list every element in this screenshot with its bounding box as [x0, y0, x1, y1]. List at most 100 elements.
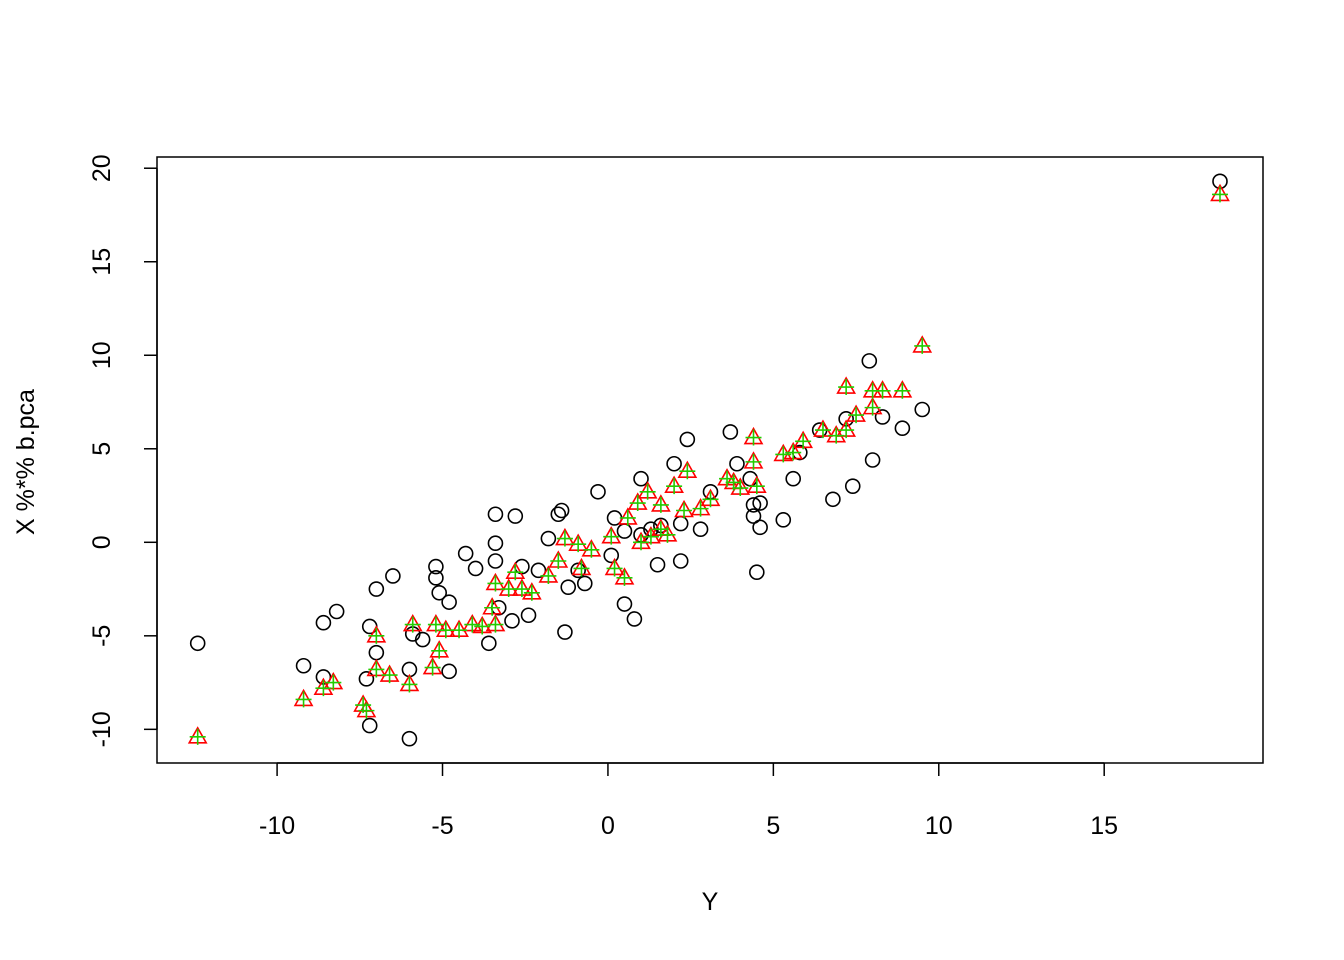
- point: [702, 491, 719, 508]
- point: [328, 603, 345, 620]
- point: [719, 470, 736, 487]
- point: [795, 433, 812, 450]
- point: [745, 497, 762, 513]
- point: [745, 508, 762, 524]
- plot-frame: [156, 156, 1264, 764]
- point: [752, 495, 768, 511]
- point: [722, 424, 739, 440]
- point: [295, 657, 312, 674]
- point: [692, 521, 709, 538]
- point: [679, 431, 696, 448]
- point: [652, 496, 669, 513]
- point: [550, 553, 567, 569]
- point: [487, 506, 504, 523]
- point: [583, 541, 600, 558]
- y-tick-label: -5: [88, 625, 116, 647]
- point: [603, 547, 620, 564]
- point: [576, 575, 593, 592]
- point: [749, 564, 765, 581]
- point: [825, 491, 841, 508]
- y-tick-label: 0: [88, 535, 116, 549]
- point: [427, 616, 444, 633]
- point: [401, 676, 418, 693]
- point: [785, 470, 802, 487]
- point: [629, 495, 646, 512]
- point: [775, 512, 792, 528]
- point: [507, 564, 524, 581]
- point: [385, 568, 401, 584]
- point: [441, 594, 457, 610]
- point: [616, 596, 633, 612]
- point: [404, 616, 421, 633]
- point: [874, 382, 891, 399]
- point: [692, 500, 709, 517]
- point: [428, 558, 444, 575]
- point: [894, 420, 911, 437]
- point: [464, 616, 481, 633]
- point: [523, 584, 540, 601]
- point: [914, 337, 931, 354]
- point: [556, 530, 573, 547]
- point: [838, 379, 855, 396]
- point: [1211, 186, 1228, 203]
- point: [616, 569, 633, 586]
- point: [672, 553, 689, 569]
- point: [557, 624, 573, 640]
- point: [315, 614, 332, 631]
- point: [487, 553, 504, 569]
- x-tick-label: 5: [766, 812, 780, 840]
- point: [358, 702, 375, 719]
- point: [507, 508, 524, 524]
- x-tick-label: 0: [601, 812, 615, 840]
- x-tick-label: 15: [1090, 812, 1118, 840]
- y-tick-label: -10: [88, 711, 116, 747]
- point: [814, 422, 831, 439]
- point: [520, 607, 537, 624]
- point: [484, 599, 501, 616]
- point: [874, 409, 891, 425]
- point: [659, 526, 676, 543]
- point: [672, 515, 689, 532]
- x-axis-label: Y: [702, 888, 719, 916]
- point: [838, 422, 855, 439]
- point: [451, 622, 468, 639]
- point: [325, 674, 342, 691]
- point: [540, 530, 557, 547]
- point: [914, 401, 931, 418]
- point: [570, 562, 586, 579]
- point: [487, 575, 504, 592]
- y-tick-label: 20: [88, 154, 116, 182]
- y-tick-label: 15: [88, 248, 116, 276]
- x-tick-label: -10: [259, 812, 295, 840]
- x-tick-label: -5: [431, 812, 453, 840]
- point: [639, 483, 656, 500]
- point: [189, 635, 206, 652]
- point: [441, 663, 457, 680]
- point: [560, 579, 577, 595]
- point: [530, 562, 547, 579]
- point: [679, 463, 696, 480]
- point: [894, 382, 911, 399]
- point: [775, 446, 792, 463]
- x-tick-label: 10: [925, 812, 953, 840]
- point: [616, 523, 633, 539]
- point: [573, 560, 590, 577]
- point: [626, 611, 643, 627]
- point: [748, 478, 765, 495]
- point: [368, 627, 385, 644]
- point: [368, 581, 385, 597]
- point: [368, 644, 385, 661]
- point: [381, 667, 398, 684]
- y-axis-label: X %*% b.pca: [12, 389, 40, 535]
- point: [315, 680, 332, 697]
- point: [550, 506, 567, 523]
- point: [752, 519, 768, 536]
- point: [424, 659, 441, 676]
- point: [189, 728, 206, 745]
- point: [606, 560, 623, 577]
- point: [570, 536, 587, 553]
- point: [431, 584, 448, 601]
- point: [729, 455, 745, 472]
